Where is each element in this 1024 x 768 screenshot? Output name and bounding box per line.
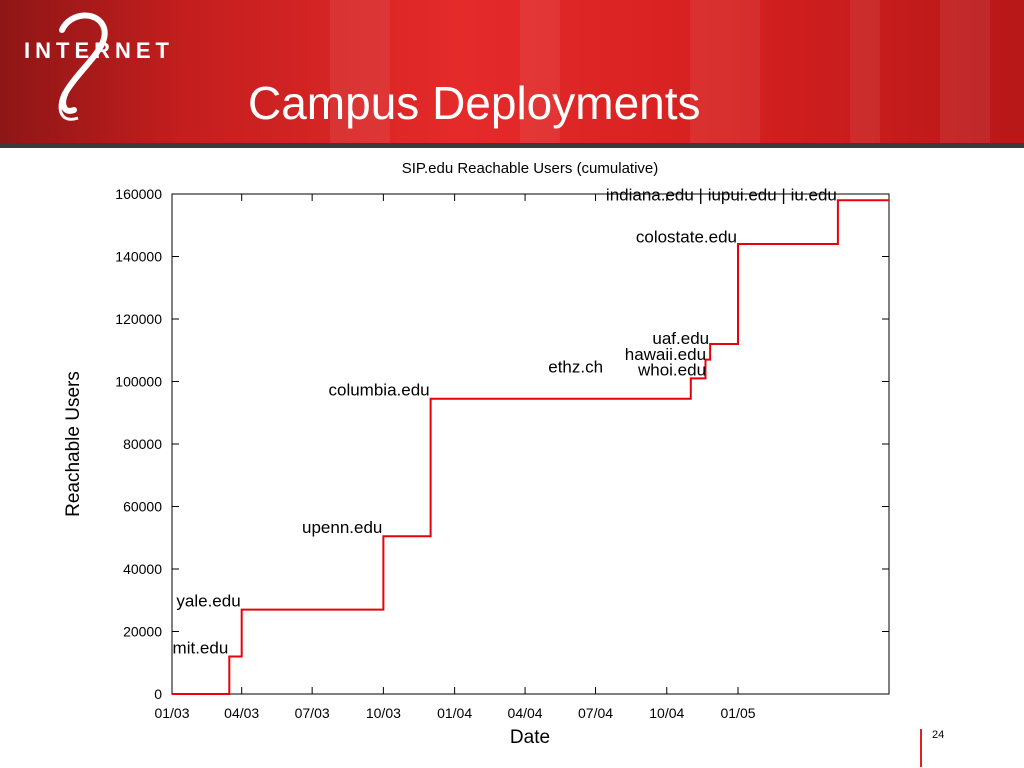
y-tick-label: 100000 — [115, 374, 162, 390]
deployment-label: ethz.ch — [548, 357, 603, 376]
y-tick-label: 20000 — [123, 624, 162, 640]
deployment-label: columbia.edu — [328, 381, 429, 400]
chart-title: SIP.edu Reachable Users (cumulative) — [402, 160, 659, 177]
x-tick-label: 04/04 — [508, 705, 543, 721]
x-tick-label: 10/04 — [649, 705, 684, 721]
y-axis-label: Reachable Users — [63, 371, 84, 517]
banner-divider — [0, 143, 1024, 148]
x-axis: 01/03 04/03 07/03 10/03 01/04 04/04 07/04 10/04… — [154, 194, 756, 721]
internet2-logo-mark — [58, 12, 108, 121]
x-tick-label: 04/03 — [224, 705, 259, 721]
internet2-logo: INTERNET — [0, 0, 185, 143]
deployment-label: upenn.edu — [302, 518, 382, 537]
x-axis-label: Date — [510, 727, 550, 748]
x-tick-label: 10/03 — [366, 705, 401, 721]
deployment-label: whoi.edu — [637, 360, 706, 379]
y-tick-label: 60000 — [123, 499, 162, 515]
x-tick-label: 01/05 — [720, 705, 755, 721]
y-axis: 0 20000 40000 60000 80000 100000 120000 140000 1… — [115, 186, 889, 702]
deployment-label: mit.edu — [173, 639, 229, 658]
deployment-label: colostate.edu — [636, 228, 737, 247]
y-tick-label: 40000 — [123, 561, 162, 577]
title-banner — [0, 0, 1024, 143]
y-tick-label: 120000 — [115, 311, 162, 327]
deployment-label: indiana.edu | iupui.edu | iu.edu — [606, 185, 837, 204]
reachable-users-line — [172, 199, 889, 695]
reachable-users-chart: SIP.edu Reachable Users (cumulative) 0 20… — [63, 160, 890, 748]
deployment-labels: mit.edu yale.edu upenn.edu columbia.edu ethz… — [173, 185, 837, 657]
x-tick-label: 01/03 — [154, 705, 189, 721]
deployment-label: yale.edu — [176, 592, 240, 611]
x-tick-label: 01/04 — [437, 705, 472, 721]
plot-frame — [171, 193, 890, 695]
deployment-label: uaf.edu — [652, 329, 709, 348]
deployment-label: hawaii.edu — [625, 345, 706, 364]
x-tick-label: 07/04 — [578, 705, 613, 721]
page-number-accent — [920, 729, 922, 767]
page-number: 24 — [932, 729, 945, 741]
x-tick-label: 07/03 — [295, 705, 330, 721]
y-tick-label: 160000 — [115, 186, 162, 202]
internet2-logo-text: INTERNET — [24, 38, 174, 63]
y-tick-label: 80000 — [123, 436, 162, 452]
y-tick-label: 0 — [154, 686, 162, 702]
slide-title: Campus Deployments — [248, 77, 701, 129]
y-tick-label: 140000 — [115, 249, 162, 265]
